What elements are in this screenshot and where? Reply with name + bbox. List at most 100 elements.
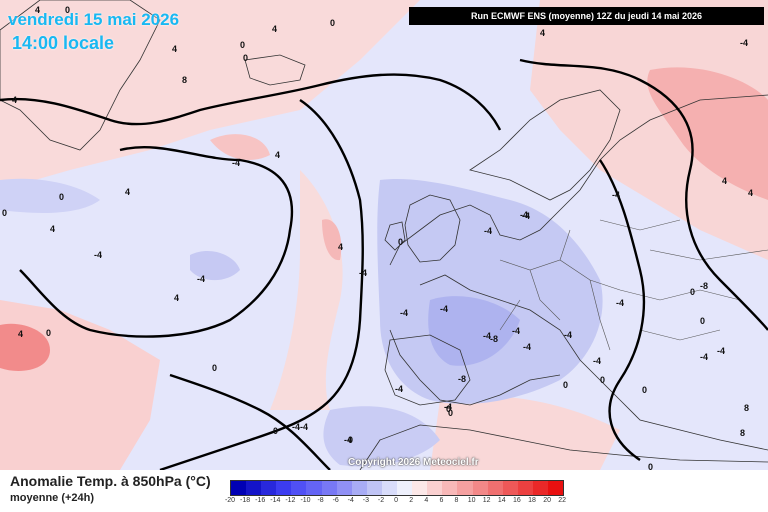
contour-label: 4: [748, 188, 753, 198]
contour-label: 0: [690, 287, 695, 297]
contour-label: 4: [722, 176, 727, 186]
scale-tick-label: 20: [543, 497, 551, 504]
contour-label: 0: [446, 404, 451, 414]
scale-swatch: [532, 481, 548, 495]
contour-label: 8: [182, 75, 187, 85]
landmass-iceland: [244, 54, 306, 86]
contour-label: 4: [338, 242, 343, 252]
scale-tick-label: -8: [317, 497, 324, 504]
contour-label: -4: [197, 274, 205, 284]
contour-label: -4: [616, 298, 624, 308]
scale-swatch: [351, 481, 367, 495]
scale-swatch: [231, 481, 247, 495]
cold-anomaly-core-europe: [428, 296, 520, 366]
coastline-iberia: [384, 334, 471, 406]
scale-swatch: [442, 481, 458, 495]
contour-label: 4: [12, 95, 17, 105]
scale-swatch: [502, 481, 518, 495]
contour-label: 4: [172, 44, 177, 54]
contour-label: -4: [483, 331, 491, 341]
contour-label: 0: [648, 462, 653, 470]
scale-tick-label: 0: [394, 497, 399, 504]
forecast-time: 14:00 locale: [12, 33, 115, 53]
contour-label: 0: [212, 363, 217, 373]
scale-tick-label: 14: [497, 497, 506, 504]
contour-label: -4: [593, 356, 601, 366]
contour-label: 0: [65, 5, 70, 15]
scale-swatch: [321, 481, 337, 495]
contour-label: 0: [600, 375, 605, 385]
scale-tick-label: 22: [558, 497, 567, 504]
contour-label: -4: [440, 304, 448, 314]
cold-patch-mid-atlantic: [190, 250, 240, 281]
contour-label: 4: [272, 24, 277, 34]
scale-swatch: [487, 481, 503, 495]
scale-tick-label: -2: [377, 497, 385, 504]
scale-swatch: [336, 481, 352, 495]
scale-swatch: [412, 481, 428, 495]
contour-label: -4: [344, 435, 352, 445]
cold-patch-west: [0, 178, 100, 213]
contour-label: -4: [292, 422, 300, 432]
scale-swatch: [517, 481, 533, 495]
cold-anomaly-area-southwest: [323, 406, 440, 467]
scale-tick-label: 8: [454, 497, 459, 504]
scale-tick-label: 18: [528, 497, 536, 504]
contour-label: -4: [717, 346, 725, 356]
scale-tick-label: -20: [224, 497, 236, 504]
contour-label: 0: [2, 208, 7, 218]
contour-label: 8: [744, 403, 749, 413]
scale-tick-label: -4: [347, 497, 354, 504]
contour-label: 0: [398, 237, 403, 247]
contour-label: 0: [348, 435, 353, 445]
contour-label: 0: [240, 40, 245, 50]
contour-label: 0: [59, 192, 64, 202]
warm-anomaly-core-west: [0, 323, 50, 371]
contour-label: 4: [275, 150, 280, 160]
scale-tick-label: -12: [285, 497, 296, 504]
scale-swatch: [547, 481, 564, 495]
contour-label: -4: [400, 308, 408, 318]
zero-contour-south: [169, 373, 331, 470]
contour-label: -8: [458, 374, 466, 384]
contour-label: 0: [243, 53, 248, 63]
contour-label: 8: [740, 428, 745, 438]
scale-tick-label: 12: [482, 497, 491, 504]
contour-label: -8: [700, 281, 708, 291]
contour-label: -4: [520, 210, 528, 220]
scale-swatch: [381, 481, 398, 495]
contour-label: -4: [522, 211, 530, 221]
zero-contour-north: [0, 73, 502, 131]
contour-label: -4: [484, 226, 492, 236]
zero-contour-central: [159, 99, 364, 470]
warm-anomaly-area-east: [530, 0, 768, 260]
contour-label: -8: [490, 334, 498, 344]
scale-tick-label: 10: [467, 497, 476, 504]
coastline-europe: [389, 94, 768, 451]
scale-tick-label: 6: [439, 497, 444, 504]
scale-swatch: [366, 481, 382, 495]
legend-title: Anomalie Temp. à 850hPa (°C): [10, 473, 211, 489]
warm-patch-ocean: [322, 219, 342, 261]
contour-label: 4: [174, 293, 179, 303]
contour-label: 4: [50, 224, 55, 234]
warm-anomaly-core-east: [647, 67, 768, 200]
legend-subtitle: moyenne (+24h): [10, 492, 95, 504]
coastline-scandinavia: [469, 89, 621, 201]
scale-tick-label: 4: [424, 497, 429, 504]
contour-label: 0: [330, 18, 335, 28]
scale-swatch: [291, 481, 307, 495]
contour-label: -4: [359, 268, 367, 278]
coastline-africa: [359, 424, 768, 470]
scale-tick-label: 16: [512, 497, 521, 504]
contour-label: 0: [46, 328, 51, 338]
scale-tick-label: -16: [255, 497, 266, 504]
zero-contour-west: [19, 146, 293, 338]
scale-tick-label: 2: [409, 497, 414, 504]
scale-tick-label: -10: [300, 497, 311, 504]
scale-tick-label: -3: [362, 497, 370, 504]
forecast-date: vendredi 15 mai 2026: [8, 10, 180, 29]
contour-label: 0: [273, 426, 278, 436]
